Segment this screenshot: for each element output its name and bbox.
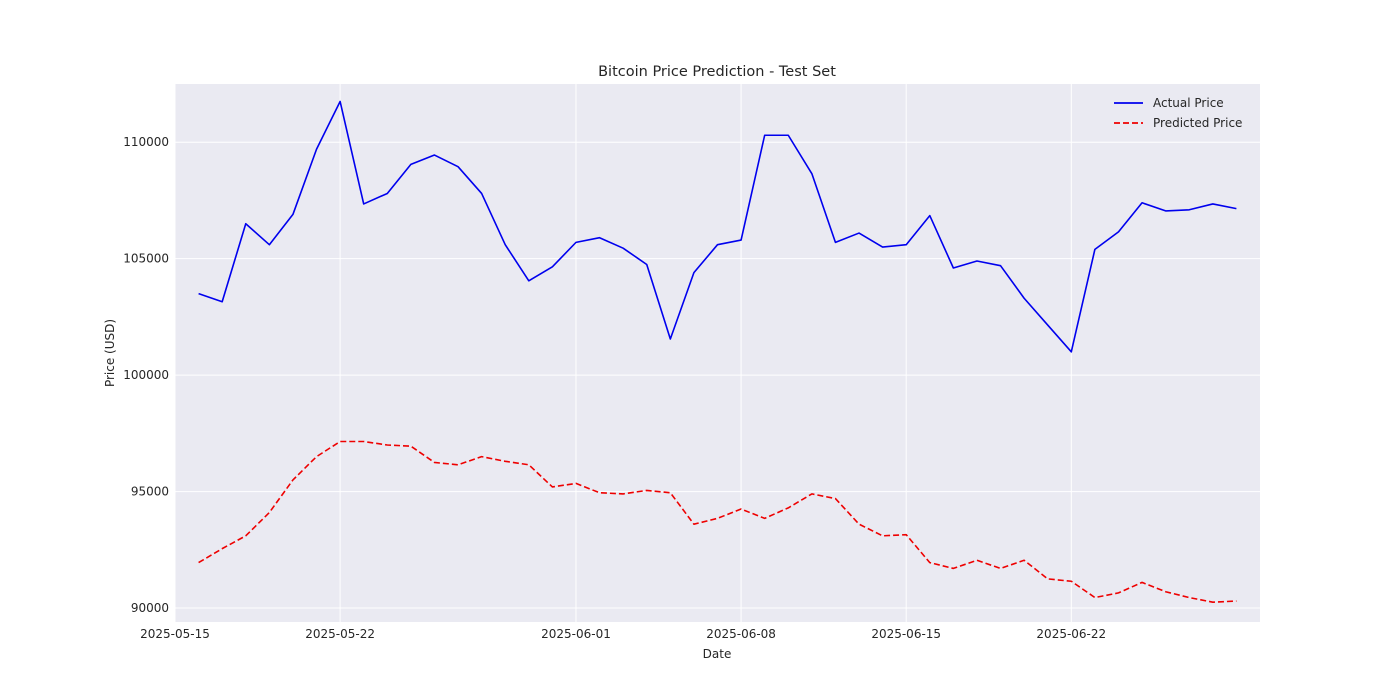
legend-label: Actual Price <box>1153 96 1224 110</box>
plot-area <box>175 84 1260 622</box>
predicted-price-line <box>198 440 1237 604</box>
y-tick-label: 95000 <box>131 485 169 499</box>
x-tick-label: 2025-05-15 <box>140 627 210 641</box>
legend-label: Predicted Price <box>1153 116 1242 130</box>
series-layer <box>198 100 1237 604</box>
x-axis-label: Date <box>703 647 732 661</box>
chart-title: Bitcoin Price Prediction - Test Set <box>598 64 836 80</box>
x-tick-label: 2025-06-01 <box>541 627 611 641</box>
legend: Actual Price Predicted Price <box>1114 96 1242 130</box>
grid-lines <box>174 84 1260 622</box>
y-tick-labels: 90000 95000 100000 105000 110000 <box>123 135 169 615</box>
y-axis-label: Price (USD) <box>103 319 117 387</box>
x-tick-label: 2025-06-15 <box>871 627 941 641</box>
y-tick-label: 105000 <box>123 252 169 266</box>
x-tick-label: 2025-06-08 <box>706 627 776 641</box>
y-tick-label: 110000 <box>123 135 169 149</box>
x-tick-labels: 2025-05-15 2025-05-22 2025-06-01 2025-06-08… <box>140 627 1106 641</box>
actual-price-line <box>198 100 1237 353</box>
y-tick-label: 90000 <box>131 601 169 615</box>
x-tick-label: 2025-05-22 <box>305 627 375 641</box>
x-tick-label: 2025-06-22 <box>1036 627 1106 641</box>
y-tick-label: 100000 <box>123 368 169 382</box>
